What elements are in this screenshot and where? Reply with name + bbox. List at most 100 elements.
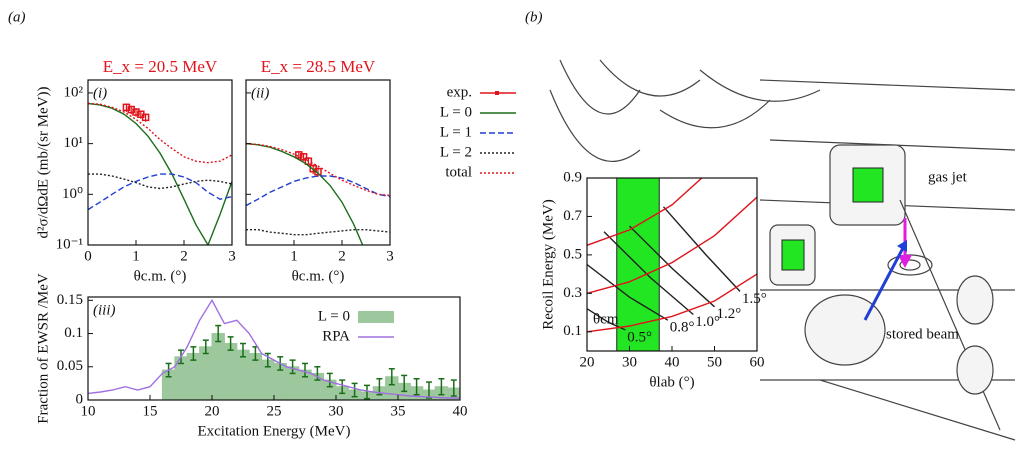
error-bar: [227, 336, 234, 351]
y-axis-label: d²σ/dΩdE (mb/(sr MeV)): [35, 86, 51, 238]
error-bar: [302, 362, 308, 378]
legend-label: exp.: [447, 84, 472, 100]
error-bar: [388, 368, 395, 386]
line-label: 0.5°: [627, 329, 652, 345]
y-tick-label: 0.1: [64, 325, 83, 341]
x-tick-label: 3: [386, 248, 394, 264]
plot: [246, 80, 390, 245]
chart-title: E_x = 20.5 MeV: [103, 57, 218, 76]
error-bar: [450, 379, 457, 397]
error-bar: [364, 384, 370, 400]
series-line: [88, 102, 232, 164]
annotation: gas jet: [928, 169, 968, 185]
x-tick-label: 25: [267, 403, 282, 419]
panel-label: (i): [93, 85, 107, 101]
legend-label: L = 1: [440, 124, 472, 140]
x-tick-label: 1: [290, 248, 298, 264]
x-tick-label: 2: [180, 248, 188, 264]
y-tick-label: 0.5: [563, 246, 582, 262]
data-point: [141, 113, 150, 122]
x-tick-label: 10: [81, 403, 96, 419]
plot: [88, 80, 232, 245]
series-line: [587, 196, 757, 294]
x-tick-label: 50: [707, 354, 722, 370]
y-axis-label: Fraction of EWSR /MeV: [35, 273, 51, 424]
error-bar: [401, 374, 408, 393]
x-tick-label: 2: [338, 248, 346, 264]
y-tick-label: 10⁻¹: [56, 236, 83, 252]
x-tick-label: 1: [132, 248, 140, 264]
panel-label: (a): [8, 9, 26, 25]
error-bar: [289, 359, 296, 375]
x-tick-label: 60: [750, 354, 765, 370]
error-bar: [351, 382, 358, 398]
y-tick-label: 10⁰: [62, 186, 83, 202]
chart-title: E_x = 28.5 MeV: [261, 57, 376, 76]
series-line: [587, 273, 757, 333]
x-axis-label: θc.m. (°): [292, 268, 345, 284]
series-line: [603, 231, 694, 316]
y-tick-label: 0.7: [563, 208, 582, 224]
y-tick-label: 0: [76, 391, 84, 407]
series-line: [246, 142, 390, 197]
legend-swatch: [358, 311, 394, 323]
series-line: [88, 102, 232, 245]
x-tick-label: 20: [580, 354, 595, 370]
error-bar: [202, 339, 209, 355]
series-line: [662, 206, 741, 292]
panel-label: (iii): [93, 302, 116, 318]
data-point: [122, 103, 131, 112]
x-tick-label: 15: [143, 403, 158, 419]
data-point: [304, 157, 313, 165]
y-axis-label: Recoil Energy (MeV): [540, 199, 556, 330]
y-tick-label: 0.05: [57, 358, 83, 374]
plot-area: [587, 178, 757, 351]
y-tick-label: 0.1: [563, 323, 582, 339]
x-tick-label: 30: [622, 354, 637, 370]
error-bar: [426, 381, 432, 399]
x-tick-label: 30: [329, 403, 344, 419]
line-label: 1.2°: [717, 306, 742, 322]
legend-label: L = 0: [440, 104, 472, 120]
series-line: [88, 298, 460, 399]
bar: [199, 346, 213, 400]
data-point: [132, 108, 140, 116]
legend-swatch: [495, 91, 499, 95]
series-line: [246, 175, 390, 207]
bar: [223, 343, 238, 400]
bar: [211, 333, 225, 400]
series-line: [587, 263, 669, 321]
plot-frame: [245, 79, 391, 246]
data-point: [295, 151, 303, 159]
panel-label: (b): [525, 9, 543, 25]
legend-label: L = 0: [318, 308, 350, 324]
error-bar: [413, 377, 420, 396]
annotation: θcm: [593, 312, 619, 328]
line-label: 0.8°: [670, 320, 695, 336]
plot: [88, 297, 460, 400]
plot: [587, 178, 757, 351]
error-bar: [215, 324, 222, 343]
x-axis-label: Excitation Energy (MeV): [197, 423, 350, 439]
line-label: 1.5°: [742, 291, 767, 307]
y-tick-label: 0.15: [57, 292, 83, 308]
apparatus-sketch: [549, 59, 1016, 441]
plot-frame: [87, 79, 233, 246]
x-axis-label: θlab (°): [649, 374, 694, 390]
error-bar: [264, 352, 271, 368]
y-tick-label: 10¹: [64, 135, 84, 151]
series-line: [629, 225, 715, 308]
y-tick-label: 0.9: [563, 169, 582, 185]
x-tick-label: 40: [665, 354, 680, 370]
series-line: [587, 178, 703, 246]
error-bar: [240, 342, 246, 358]
plot-area: [88, 80, 232, 245]
series-line: [246, 229, 390, 236]
series-line: [246, 142, 364, 245]
error-bar: [314, 366, 321, 381]
x-tick-label: 20: [205, 403, 220, 419]
plot-area: [246, 80, 390, 245]
x-tick-label: 40: [453, 403, 468, 419]
legend-label: total: [445, 164, 472, 180]
series-line: [88, 173, 232, 211]
